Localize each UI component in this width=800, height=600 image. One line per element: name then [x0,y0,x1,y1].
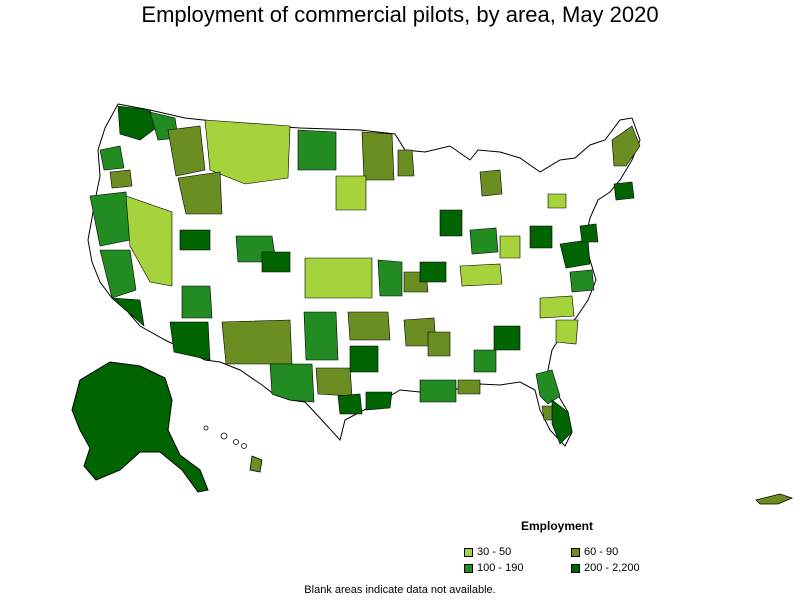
legend-swatch [571,563,580,573]
legend-label: 30 - 50 [477,546,512,558]
legend-swatch [464,563,473,573]
map-title: Employment of commercial pilots, by area… [141,2,659,27]
legend-item-60-90: 60 - 90 [571,546,618,558]
legend-item-200-2200: 200 - 2,200 [571,562,640,574]
legend-label: 100 - 190 [477,562,524,574]
area-patches [89,105,641,445]
legend-swatch [571,547,580,557]
puerto-rico-outline [755,493,794,505]
alaska-outline [71,361,209,493]
footnote: Blank areas indicate data not available. [304,584,496,596]
legend-label: 60 - 90 [584,546,619,558]
hawaii-islands [203,425,263,473]
legend-item-100-190: 100 - 190 [464,562,523,574]
legend-label: 200 - 2,200 [584,562,640,574]
legend-swatch [464,547,473,557]
legend-item-30-50: 30 - 50 [464,546,511,558]
legend-title: Employment [521,519,594,533]
